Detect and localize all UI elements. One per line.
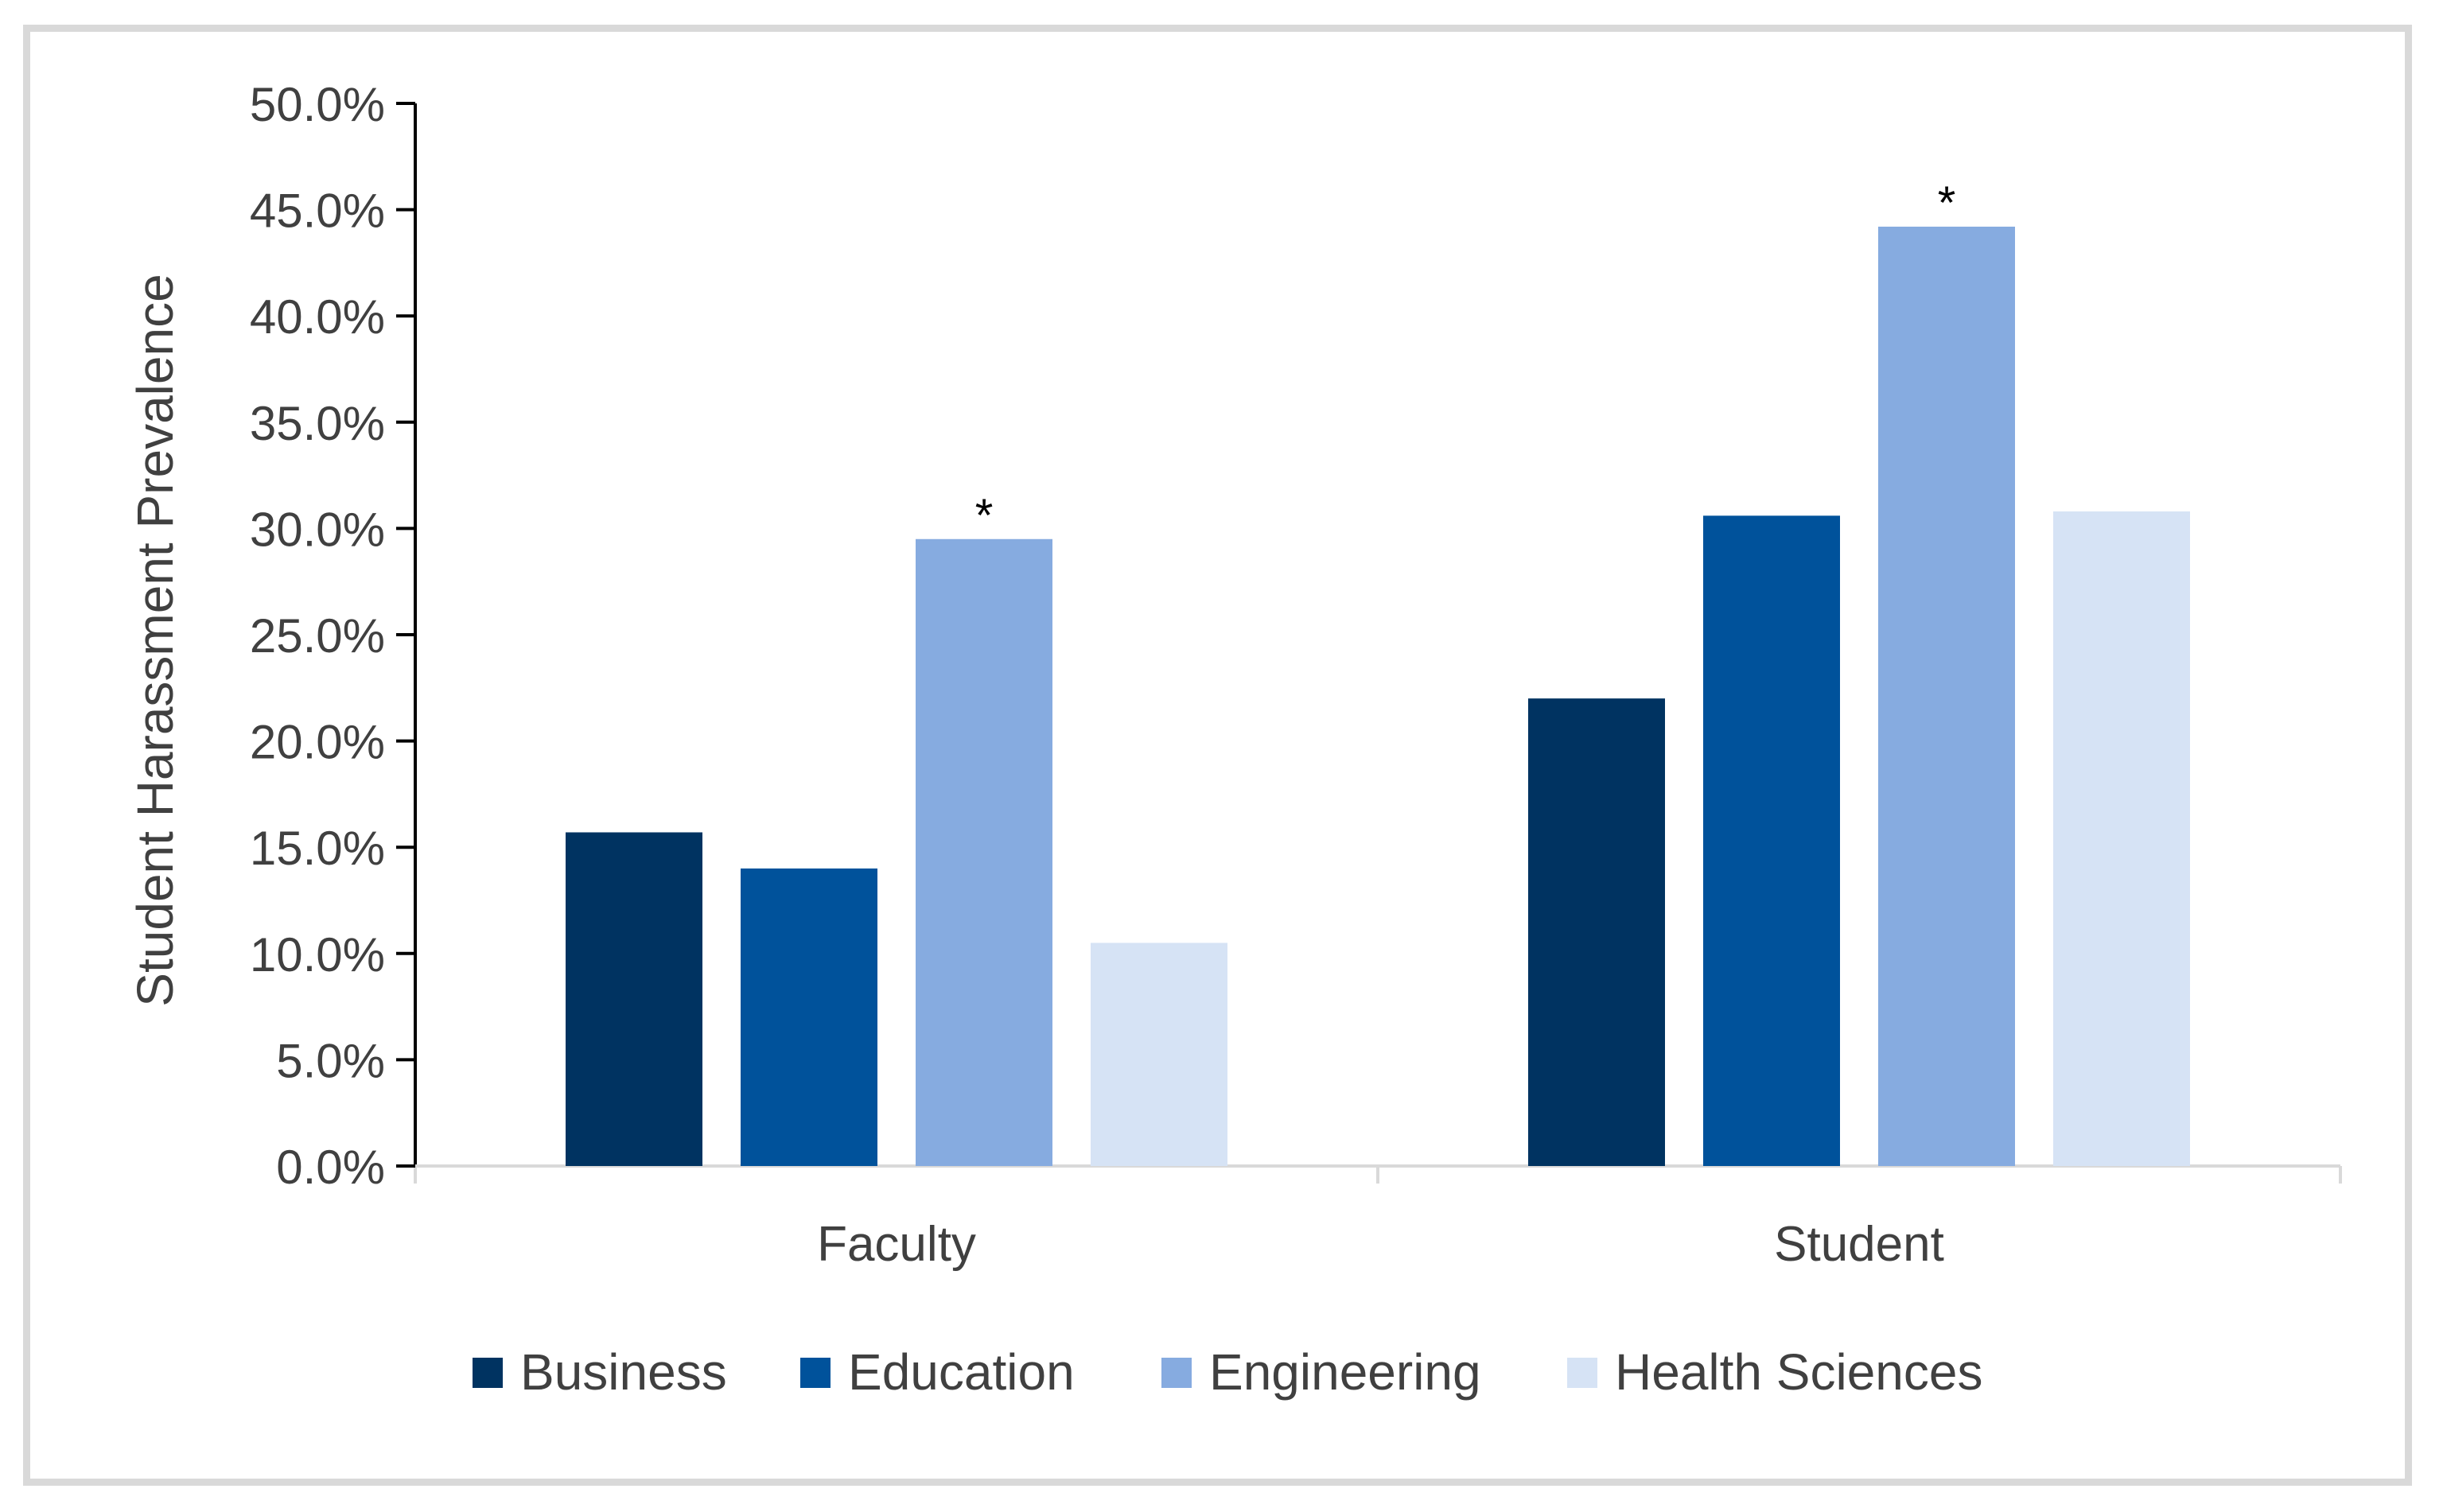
x-tick-label: Student (1774, 1217, 1944, 1272)
y-tick-label: 35.0% (250, 397, 385, 450)
y-tick-label: 50.0% (250, 78, 385, 131)
y-tick-label: 15.0% (250, 822, 385, 875)
legend-swatch-education (800, 1358, 831, 1388)
legend-swatch-business (473, 1358, 503, 1388)
bars (566, 226, 2190, 1166)
legend-swatch-health-sciences (1567, 1358, 1597, 1388)
bar-faculty-health-sciences (1091, 943, 1227, 1166)
x-tick-label: Faculty (817, 1217, 976, 1272)
significance-marker: * (975, 490, 994, 542)
legend-label: Education (848, 1343, 1075, 1401)
axes (414, 103, 2342, 1184)
y-axis-title-group: Student Harassment Prevalence (126, 274, 184, 1006)
legend-label: Business (520, 1343, 727, 1401)
y-tick-label: 30.0% (250, 503, 385, 556)
y-ticks: 0.0% 5.0% 10.0% 15.0% 20.0% 25.0% 30.0% 35.0% 40… (250, 78, 415, 1194)
y-tick-label: 20.0% (250, 716, 385, 769)
y-axis-title: Student Harassment Prevalence (126, 274, 184, 1006)
bar-faculty-business (566, 832, 702, 1166)
legend-label: Engineering (1209, 1343, 1481, 1401)
y-tick-label: 0.0% (276, 1141, 385, 1194)
bar-student-business (1528, 698, 1665, 1166)
legend-swatch-engineering (1161, 1358, 1192, 1388)
bar-student-engineering (1878, 226, 2015, 1166)
bar-faculty-education (741, 868, 877, 1166)
bar-faculty-engineering (916, 538, 1052, 1166)
legend-label: Health Sciences (1615, 1343, 1982, 1401)
significance-marker: * (1938, 177, 1956, 229)
bar-student-education (1703, 515, 1840, 1166)
legend: Business Education Engineering Health Scien… (473, 1343, 1982, 1401)
bar-student-health-sciences (2053, 511, 2190, 1166)
y-tick-label: 10.0% (250, 928, 385, 981)
y-tick-label: 25.0% (250, 609, 385, 663)
y-tick-label: 45.0% (250, 185, 385, 238)
y-tick-label: 5.0% (276, 1034, 385, 1087)
y-tick-label: 40.0% (250, 290, 385, 344)
x-labels: Faculty Student (817, 1217, 1944, 1272)
annotations: ** (975, 177, 1956, 542)
